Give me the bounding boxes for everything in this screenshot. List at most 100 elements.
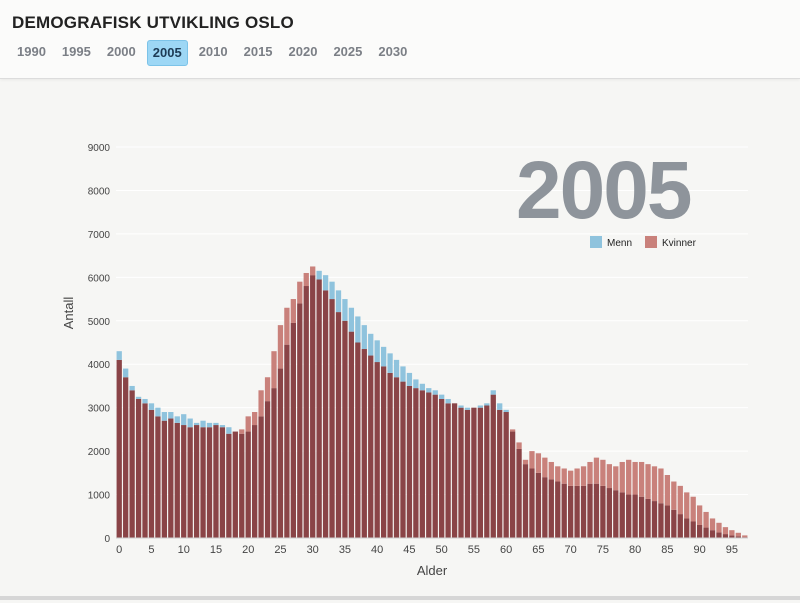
bar-overlap — [632, 494, 638, 538]
bar-overlap — [555, 481, 561, 538]
bar-menn — [387, 353, 393, 373]
x-tick-label: 0 — [116, 544, 122, 556]
y-tick-label: 8000 — [88, 186, 111, 197]
bar-kvinner — [516, 442, 522, 449]
bar-menn — [206, 422, 213, 428]
bar-overlap — [213, 425, 219, 538]
bar-menn — [123, 368, 129, 378]
bar-overlap — [174, 422, 180, 538]
bar-overlap — [193, 425, 200, 538]
bar-menn — [503, 409, 509, 413]
bar-overlap — [619, 492, 625, 538]
bar-overlap — [561, 483, 567, 538]
bar-menn — [413, 379, 419, 389]
bar-overlap — [206, 427, 213, 538]
bar-menn — [161, 412, 168, 421]
bar-overlap — [671, 509, 677, 538]
population-chart: 0 1000 2000 3000 4000 5000 6000 7000 8000 9000 0 5 1… — [61, 143, 748, 578]
bar-overlap — [677, 514, 683, 538]
legend-swatch-menn — [590, 236, 602, 248]
x-tick-label: 85 — [661, 544, 673, 556]
bar-kvinner — [252, 412, 258, 426]
bar-kvinner — [626, 459, 632, 495]
bar-overlap — [484, 405, 490, 538]
bar-overlap — [361, 349, 367, 538]
x-tick-label: 65 — [532, 544, 544, 556]
bar-kvinner — [297, 281, 303, 304]
bar-menn — [484, 403, 490, 406]
bar-overlap — [716, 532, 722, 538]
bar-overlap — [684, 518, 690, 538]
bar-overlap — [477, 407, 484, 538]
bar-overlap — [535, 472, 542, 538]
bar-overlap — [329, 299, 335, 538]
x-tick-label: 60 — [500, 544, 512, 556]
bar-overlap — [432, 394, 438, 538]
bar-overlap — [310, 275, 316, 538]
bar-overlap — [297, 303, 303, 538]
bar-kvinner — [638, 461, 645, 497]
x-tick-label: 5 — [148, 544, 154, 556]
bar-menn — [168, 412, 174, 419]
year-tab-2005[interactable]: 2005 — [146, 40, 188, 66]
bar-overlap — [696, 524, 703, 538]
legend-label-kvinner: Kvinner — [662, 238, 697, 249]
bar-overlap — [464, 409, 471, 538]
bar-overlap — [155, 416, 161, 538]
bar-overlap — [568, 485, 574, 538]
bar-kvinner — [735, 532, 741, 537]
bar-kvinner — [613, 466, 619, 491]
y-tick-label: 1000 — [88, 491, 111, 502]
x-tick-label: 35 — [339, 544, 351, 556]
bar-menn — [342, 299, 348, 321]
bar-overlap — [626, 494, 632, 538]
bar-overlap — [509, 431, 516, 538]
bar-menn — [329, 281, 335, 300]
bar-overlap — [503, 412, 509, 538]
year-tabs: 1990 1995 2000 2005 2010 2015 2020 2025 2030 — [12, 40, 412, 66]
bar-overlap — [393, 377, 400, 538]
bar-kvinner — [555, 466, 561, 482]
legend-swatch-kvinner — [645, 236, 657, 248]
bar-kvinner — [574, 468, 580, 486]
bar-menn — [348, 307, 355, 332]
bar-menn — [426, 388, 432, 393]
x-tick-label: 20 — [242, 544, 254, 556]
x-axis-label: Alder — [417, 563, 448, 578]
bar-overlap — [490, 394, 496, 538]
x-tick-label: 40 — [371, 544, 383, 556]
bar-overlap — [232, 431, 238, 538]
bar-overlap — [116, 359, 122, 538]
year-tab-2020[interactable]: 2020 — [288, 44, 318, 59]
bar-overlap — [187, 427, 193, 538]
y-tick-label: 2000 — [88, 447, 111, 458]
bar-overlap — [522, 464, 529, 538]
year-tab-2010[interactable]: 2010 — [198, 44, 228, 59]
year-tab-2000[interactable]: 2000 — [106, 44, 136, 59]
bar-overlap — [735, 536, 741, 538]
bar-kvinner — [548, 461, 554, 480]
y-tick-label: 5000 — [88, 317, 111, 328]
bar-kvinner — [290, 299, 296, 323]
bar-menn — [148, 403, 155, 410]
year-tab-2025[interactable]: 2025 — [333, 44, 363, 59]
year-tab-1990[interactable]: 1990 — [17, 44, 46, 59]
legend-label-menn: Menn — [607, 238, 632, 249]
bar-overlap — [664, 505, 671, 538]
y-tick-label: 9000 — [88, 143, 111, 154]
bar-overlap — [516, 448, 522, 538]
bar-overlap — [497, 409, 503, 538]
bar-kvinner — [619, 461, 625, 493]
bar-kvinner — [716, 522, 722, 533]
year-tab-2030[interactable]: 2030 — [378, 44, 408, 59]
bar-overlap — [413, 388, 419, 538]
bar-overlap — [529, 468, 535, 538]
year-tab-1995[interactable]: 1995 — [61, 44, 91, 59]
bar-menn — [458, 405, 464, 408]
bar-menn — [116, 351, 122, 360]
x-tick-label: 45 — [403, 544, 415, 556]
x-tick-label: 50 — [436, 544, 448, 556]
year-tab-2015[interactable]: 2015 — [243, 44, 273, 59]
bar-kvinner — [239, 429, 245, 434]
bar-kvinner — [568, 470, 574, 486]
